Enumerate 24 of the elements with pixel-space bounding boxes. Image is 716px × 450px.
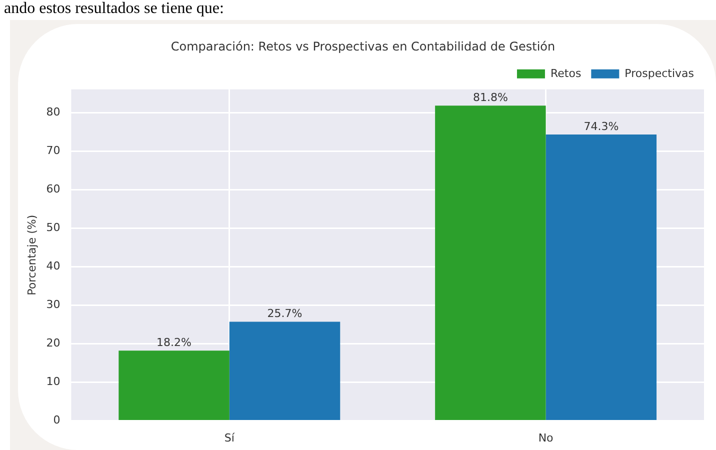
y-axis-title: Porcentaje (%) [25, 214, 38, 296]
bar [546, 134, 657, 420]
y-tick-label: 40 [46, 260, 60, 273]
bar [435, 106, 546, 420]
data-label: 18.2% [156, 336, 192, 350]
x-tick-label: No [538, 431, 554, 444]
data-label: 25.7% [267, 307, 302, 320]
bar [118, 350, 230, 420]
y-tick-label: 10 [46, 375, 60, 388]
legend-label: Prospectivas [624, 66, 694, 80]
bar [229, 322, 340, 420]
x-tick-label: Sí [224, 431, 236, 444]
data-label: 74.3% [584, 120, 619, 133]
y-tick-label: 60 [46, 182, 60, 196]
y-tick-label: 70 [46, 144, 60, 157]
legend-label: Retos [550, 66, 582, 80]
y-tick-label: 20 [46, 336, 60, 350]
text: ando estos resultados se tiene que: [4, 0, 224, 18]
chart-title: Comparación: Retos vs Prospectivas en Contabilidad de Gestión [170, 39, 556, 54]
y-tick-label: 0 [53, 414, 60, 427]
data-label: 81.8% [472, 90, 508, 104]
y-tick-label: 80 [46, 105, 60, 118]
y-tick-label: 30 [46, 298, 60, 312]
y-tick-label: 50 [46, 220, 60, 234]
